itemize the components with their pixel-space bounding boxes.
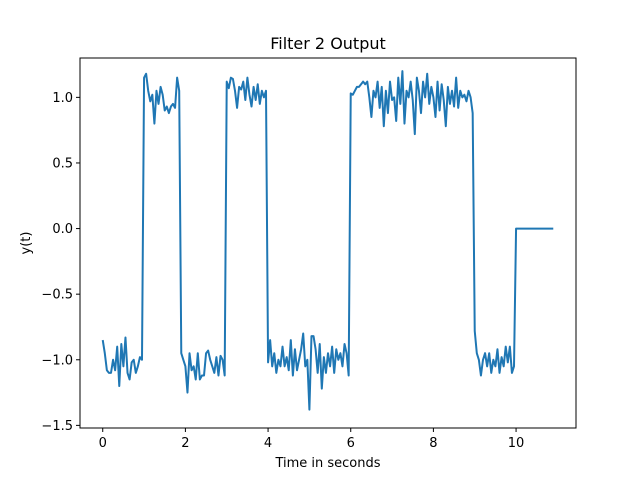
y-tick-label: −1.0 — [41, 353, 73, 368]
plot-area — [101, 70, 554, 411]
x-tick-label: 4 — [264, 436, 272, 451]
axes-frame — [79, 57, 577, 429]
series-line — [101, 70, 554, 411]
y-tick-label: 1.0 — [52, 91, 73, 106]
x-axis-ticks: 0 2 4 6 8 10 — [99, 428, 525, 451]
y-tick-label: 0.0 — [52, 222, 73, 237]
y-axis-label: y(t) — [19, 232, 34, 255]
x-tick-label: 0 — [99, 436, 107, 451]
y-tick-label: 0.5 — [52, 156, 73, 171]
x-tick-label: 10 — [508, 436, 525, 451]
chart-title: Filter 2 Output — [270, 34, 386, 53]
x-axis-label: Time in seconds — [274, 456, 380, 471]
x-tick-label: 8 — [429, 436, 437, 451]
y-axis-ticks: −1.5 −1.0 −0.5 0.0 0.5 1.0 — [41, 91, 80, 434]
x-tick-label: 2 — [181, 436, 189, 451]
x-tick-label: 6 — [347, 436, 355, 451]
y-tick-label: −0.5 — [41, 288, 73, 303]
y-tick-label: −1.5 — [41, 419, 73, 434]
